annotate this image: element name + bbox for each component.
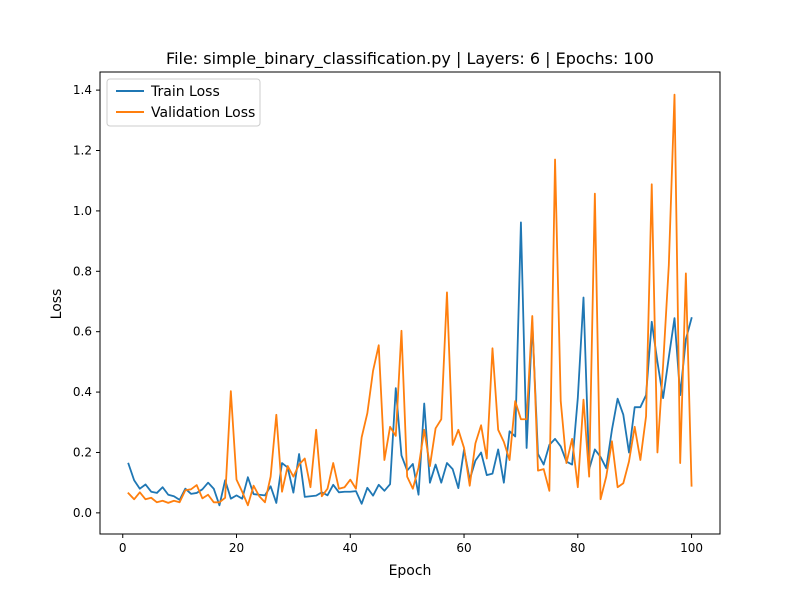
- x-tick-label: 0: [119, 541, 127, 555]
- y-axis-label: Loss: [49, 289, 65, 320]
- series-line-validation-loss: [127, 93, 693, 507]
- axes: 0 20 40 60 80 100 0.0 0.2 0.4 0.6 0.8 1.0 1.2 1.4: [73, 71, 721, 555]
- x-tick-label: 20: [229, 541, 244, 555]
- y-tick-label: 0.2: [73, 445, 92, 459]
- x-tick-label: 60: [456, 541, 471, 555]
- x-axis-label: Epoch: [389, 563, 432, 579]
- y-tick-label: 0.0: [73, 506, 92, 520]
- y-tick-label: 1.4: [73, 83, 92, 97]
- legend-label-train-loss: Train Loss: [150, 84, 220, 100]
- y-tick-label: 0.6: [73, 325, 92, 339]
- y-tick-label: 0.8: [73, 264, 92, 278]
- y-tick-label: 0.4: [73, 385, 92, 399]
- series-line-train-loss: [127, 221, 693, 507]
- y-tick-label: 1.0: [73, 204, 92, 218]
- x-tick-label: 40: [343, 541, 358, 555]
- x-tick-label: 100: [680, 541, 703, 555]
- legend: Train Loss Validation Loss: [106, 78, 261, 127]
- chart-title: File: simple_binary_classification.py | …: [166, 49, 654, 69]
- legend-label-validation-loss: Validation Loss: [151, 105, 255, 121]
- y-tick-label: 1.2: [73, 144, 92, 158]
- x-tick-label: 80: [570, 541, 585, 555]
- axes-frame: [99, 71, 721, 535]
- legend-box: [106, 78, 261, 127]
- plot-area: [127, 93, 693, 507]
